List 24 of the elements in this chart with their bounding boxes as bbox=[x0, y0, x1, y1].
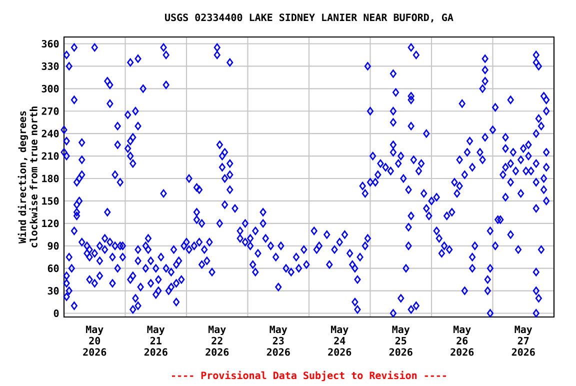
x-tick-label: May 21 2026 bbox=[144, 326, 168, 356]
y-tick-label: 330 bbox=[42, 62, 59, 70]
y-axis-title: Wind direction, degrees clockwise from true north bbox=[18, 106, 38, 248]
x-tick-label: May 23 2026 bbox=[266, 326, 290, 356]
y-tick-label: 300 bbox=[42, 85, 59, 93]
x-tick-label: May 24 2026 bbox=[328, 326, 352, 356]
y-tick-label: 90 bbox=[48, 242, 59, 250]
y-tick-label: 0 bbox=[54, 310, 59, 318]
y-tick-label: 30 bbox=[48, 287, 59, 295]
x-tick-label: May 20 2026 bbox=[83, 326, 106, 356]
y-tick-label: 210 bbox=[42, 152, 59, 160]
y-tick-label: 150 bbox=[42, 197, 59, 205]
chart-title: USGS 02334400 LAKE SIDNEY LANIER NEAR BUFORD, GA bbox=[165, 14, 454, 23]
x-tick-label: May 26 2026 bbox=[450, 326, 474, 356]
y-tick-label: 120 bbox=[42, 220, 59, 228]
y-tick-label: 270 bbox=[42, 108, 59, 116]
y-tick-label: 60 bbox=[48, 264, 59, 272]
y-tick-label: 240 bbox=[42, 130, 59, 138]
y-tick-label: 180 bbox=[42, 174, 59, 183]
x-tick-label: May 27 2026 bbox=[512, 326, 535, 356]
y-tick-label: 360 bbox=[42, 40, 59, 48]
x-tick-label: May 25 2026 bbox=[389, 326, 412, 356]
text: ---- Provisional Data Subject to Revision ---- bbox=[172, 371, 446, 382]
x-tick-label: May 22 2026 bbox=[206, 326, 229, 356]
